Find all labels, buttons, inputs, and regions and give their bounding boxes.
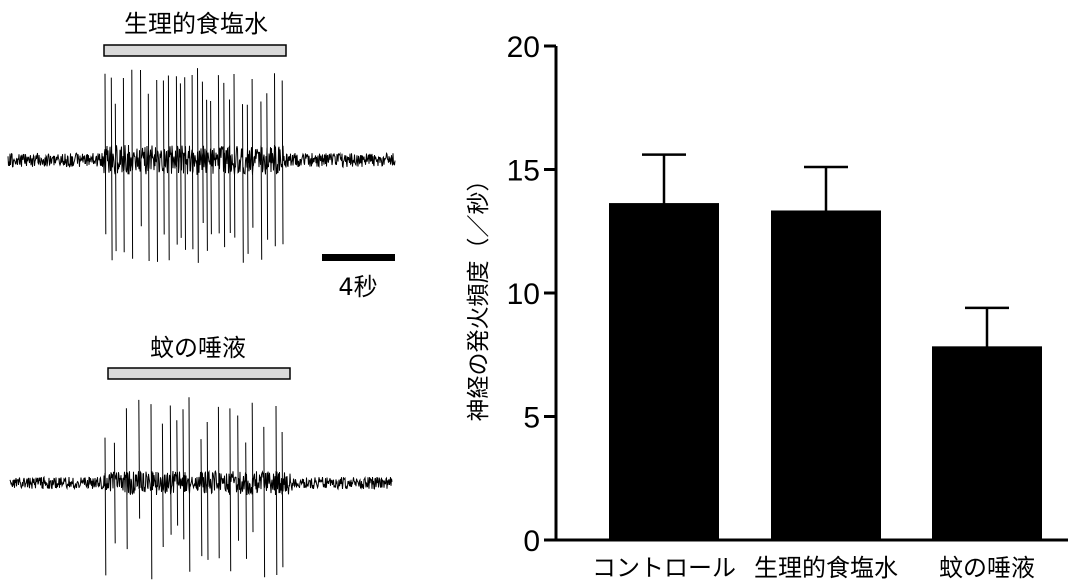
trace-panel: 生理的食塩水 4秒 蚊の唾液	[7, 10, 396, 580]
category-label: コントロール	[592, 554, 736, 582]
y-tick-label: 5	[523, 402, 540, 435]
bars	[609, 203, 1042, 542]
bar	[932, 346, 1042, 541]
top-trace-label: 生理的食塩水	[124, 10, 268, 38]
y-tick-label: 10	[507, 278, 540, 311]
bar-chart: 神経の発火頻度（／秒） 0 5 10 15 20 コントロール 生理的食塩水 蚊の唾液	[466, 31, 1068, 582]
category-label: 蚊の唾液	[939, 554, 1035, 582]
top-nerve-trace	[7, 68, 396, 263]
y-tick-label: 20	[507, 31, 540, 64]
y-tick-label: 15	[507, 155, 540, 188]
bar	[609, 203, 719, 542]
category-labels: コントロール 生理的食塩水 蚊の唾液	[592, 554, 1035, 582]
bar	[771, 210, 881, 542]
category-label: 生理的食塩水	[754, 554, 898, 582]
bottom-stimulus-bar	[107, 367, 291, 380]
bottom-trace-label: 蚊の唾液	[150, 334, 246, 362]
y-tick-label: 0	[523, 525, 540, 558]
y-ticks: 0 5 10 15 20	[507, 31, 556, 558]
scale-bar	[322, 254, 395, 261]
scale-bar-label: 4秒	[338, 273, 377, 301]
bottom-nerve-trace	[9, 397, 393, 580]
error-bars	[642, 153, 1009, 348]
top-stimulus-bar	[103, 44, 287, 57]
y-axis-label: 神経の発火頻度（／秒）	[466, 169, 492, 422]
